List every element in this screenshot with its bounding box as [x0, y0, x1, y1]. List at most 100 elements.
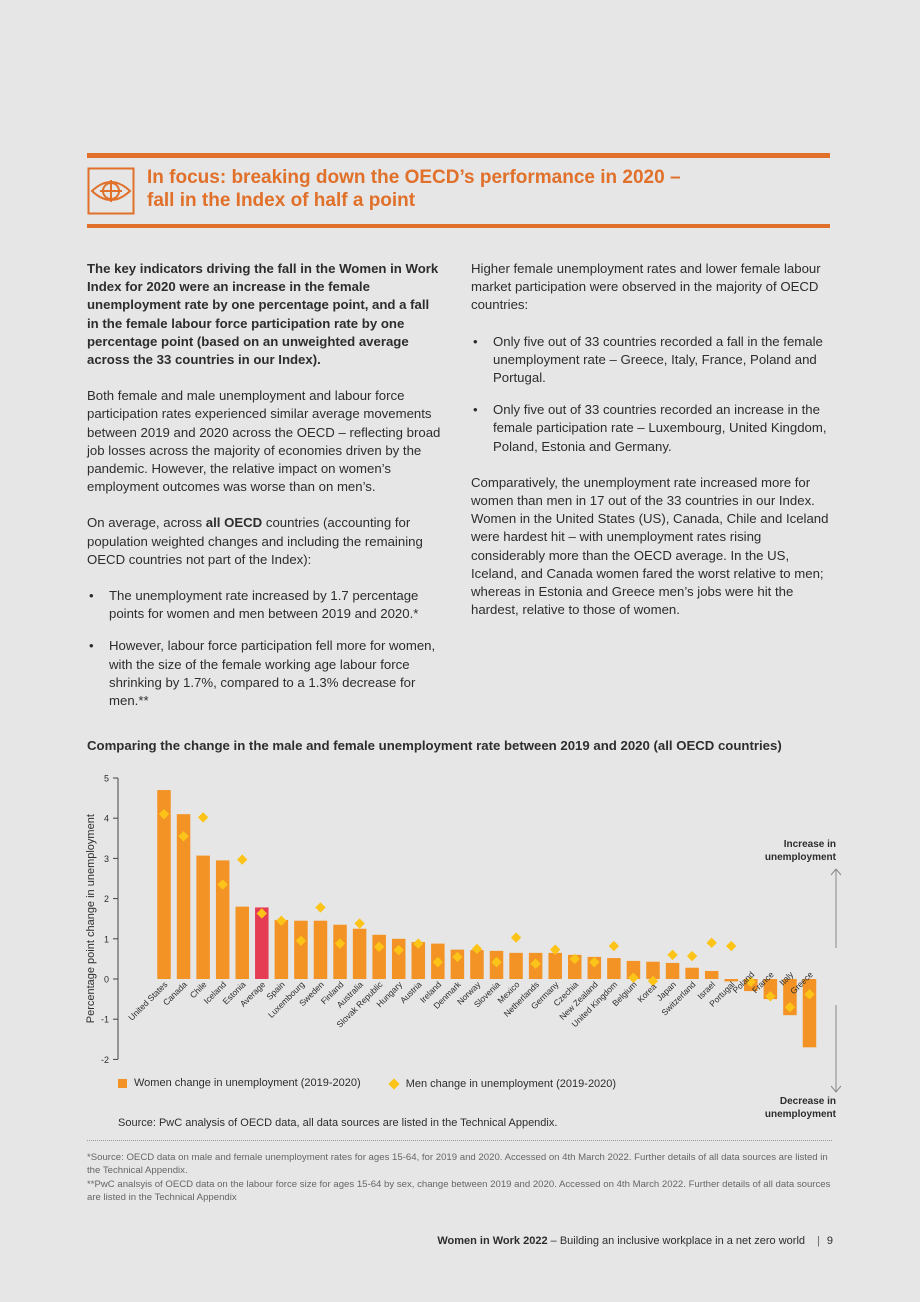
decrease-arrow-head [830, 1085, 842, 1093]
paragraph-3: On average, across all OECD countries (a… [87, 514, 442, 569]
marker-men [706, 937, 717, 949]
marker-men [589, 956, 600, 968]
eye-target-icon [87, 167, 135, 215]
marker-men [530, 958, 541, 969]
bar-women [176, 814, 191, 979]
bar-women [274, 919, 289, 979]
right-closing-paragraph: Comparatively, the unemployment rate inc… [471, 474, 829, 618]
list-item: The unemployment rate increased by 1.7 p… [87, 587, 442, 623]
legend-label-women: Women change in unemployment (2019-2020) [134, 1077, 361, 1089]
y-tick-label: -1 [101, 1015, 109, 1025]
legend-diamond-men [388, 1077, 400, 1090]
list-item: However, labour force participation fell… [87, 637, 442, 710]
intro-paragraph: The key indicators driving the fall in t… [87, 261, 439, 368]
page-number: 9 [826, 1235, 833, 1247]
paragraph-3-start: On average, across [87, 515, 206, 531]
marker-men [628, 972, 639, 983]
annotation-increase-line2: unemployment [765, 852, 837, 863]
marker-men [491, 956, 502, 968]
bar-women [626, 960, 641, 979]
right-bullet-list: Only five out of 33 countries recorded a… [471, 333, 833, 456]
marker-men [608, 940, 620, 952]
bar-women [391, 938, 406, 979]
footnote-1: *Source: OECD data on male and female un… [87, 1152, 828, 1176]
x-category-label: Korea [635, 981, 658, 1004]
marker-men [667, 949, 678, 961]
marker-men [295, 935, 307, 947]
unemployment-chart: -2 -1 0 1 2 3 4 5 Percentage point change in une… [85, 774, 842, 1120]
paragraph-2: Both female and male unemployment and la… [87, 388, 441, 495]
focus-title-line2: fall in the Index of half a point [147, 190, 416, 211]
paragraph-3-bold: all OECD [205, 515, 263, 531]
marker-men [334, 938, 346, 949]
chart-title: Comparing the change in the male and fem… [87, 738, 782, 753]
y-tick-label: 1 [104, 934, 109, 944]
marker-men [784, 1001, 796, 1013]
footnote-divider [87, 1140, 832, 1141]
y-axis-title: Percentage point change in unemployment [85, 814, 97, 1023]
marker-men [804, 989, 815, 1000]
bar-women [470, 950, 484, 979]
right-column: Higher female unemployment rates and low… [471, 260, 833, 637]
marker-men [471, 943, 483, 955]
bar-women [196, 855, 210, 979]
marker-men [276, 915, 287, 926]
bar-women [685, 967, 699, 979]
left-bullet-list: The unemployment rate increased by 1.7 p… [87, 587, 442, 710]
legend-item-women: Women change in unemployment (2019-2020) [118, 1077, 361, 1089]
y-tick-label: 3 [104, 854, 109, 864]
legend-item-men: Men change in unemployment (2019-2020) [388, 1077, 617, 1090]
marker-men [237, 854, 248, 865]
y-tick-label: 2 [104, 894, 109, 904]
bar-women [215, 860, 230, 979]
bar-women [352, 928, 367, 979]
bar-women [763, 979, 778, 1000]
paragraph-3-end: countries (accounting for population wei… [87, 515, 423, 567]
bar-women [313, 920, 328, 979]
marker-men [726, 940, 737, 952]
list-item: Only five out of 33 countries recorded a… [471, 401, 833, 456]
chart-legend: Women change in unemployment (2019-2020)… [118, 1077, 642, 1091]
footnote-2: **PwC analsyis of OECD data on the labou… [87, 1179, 831, 1203]
annotation-decrease-line1: Decrease in [780, 1096, 836, 1107]
marker-men [647, 975, 659, 987]
bar-women [411, 942, 426, 979]
y-tick-label: 4 [104, 814, 109, 824]
page-footer: Women in Work 2022 – Building an inclusi… [437, 1235, 833, 1247]
marker-men [178, 831, 189, 842]
annotation-increase-line1: Increase in [784, 839, 836, 850]
bar-women [333, 924, 347, 979]
left-column: The key indicators driving the fall in t… [87, 260, 442, 728]
marker-men [745, 976, 756, 988]
bar-women [704, 970, 719, 979]
marker-men [373, 941, 385, 953]
legend-label-men: Men change in unemployment (2019-2020) [405, 1077, 617, 1090]
bar-women [568, 954, 582, 979]
marker-men [393, 944, 404, 956]
bar-women [255, 907, 269, 979]
footer-report-subtitle: – Building an inclusive workplace in a n… [547, 1235, 806, 1247]
bar-women [372, 934, 386, 979]
marker-men [354, 918, 365, 929]
footnotes: *Source: OECD data on male and female un… [87, 1151, 832, 1205]
footer-separator: | [817, 1235, 820, 1247]
marker-men [569, 953, 580, 965]
bar-women [724, 979, 738, 982]
marker-men [765, 991, 776, 1002]
bar-women [607, 958, 621, 979]
marker-men [217, 879, 228, 890]
right-intro-paragraph: Higher female unemployment rates and low… [471, 261, 821, 313]
bar-women [157, 790, 171, 979]
bar-women [294, 920, 308, 979]
chart-source: Source: PwC analysis of OECD data, all d… [118, 1117, 558, 1129]
marker-men [432, 956, 444, 968]
marker-men [315, 902, 326, 913]
marker-men [510, 932, 522, 943]
focus-title: In focus: breaking down the OECD’s perfo… [147, 166, 767, 212]
marker-men [158, 808, 170, 820]
y-tick-label: 0 [104, 975, 109, 985]
focus-bottom-rule [87, 224, 830, 228]
marker-men [452, 951, 463, 963]
list-item: Only five out of 33 countries recorded a… [471, 333, 833, 388]
marker-men [686, 950, 698, 962]
